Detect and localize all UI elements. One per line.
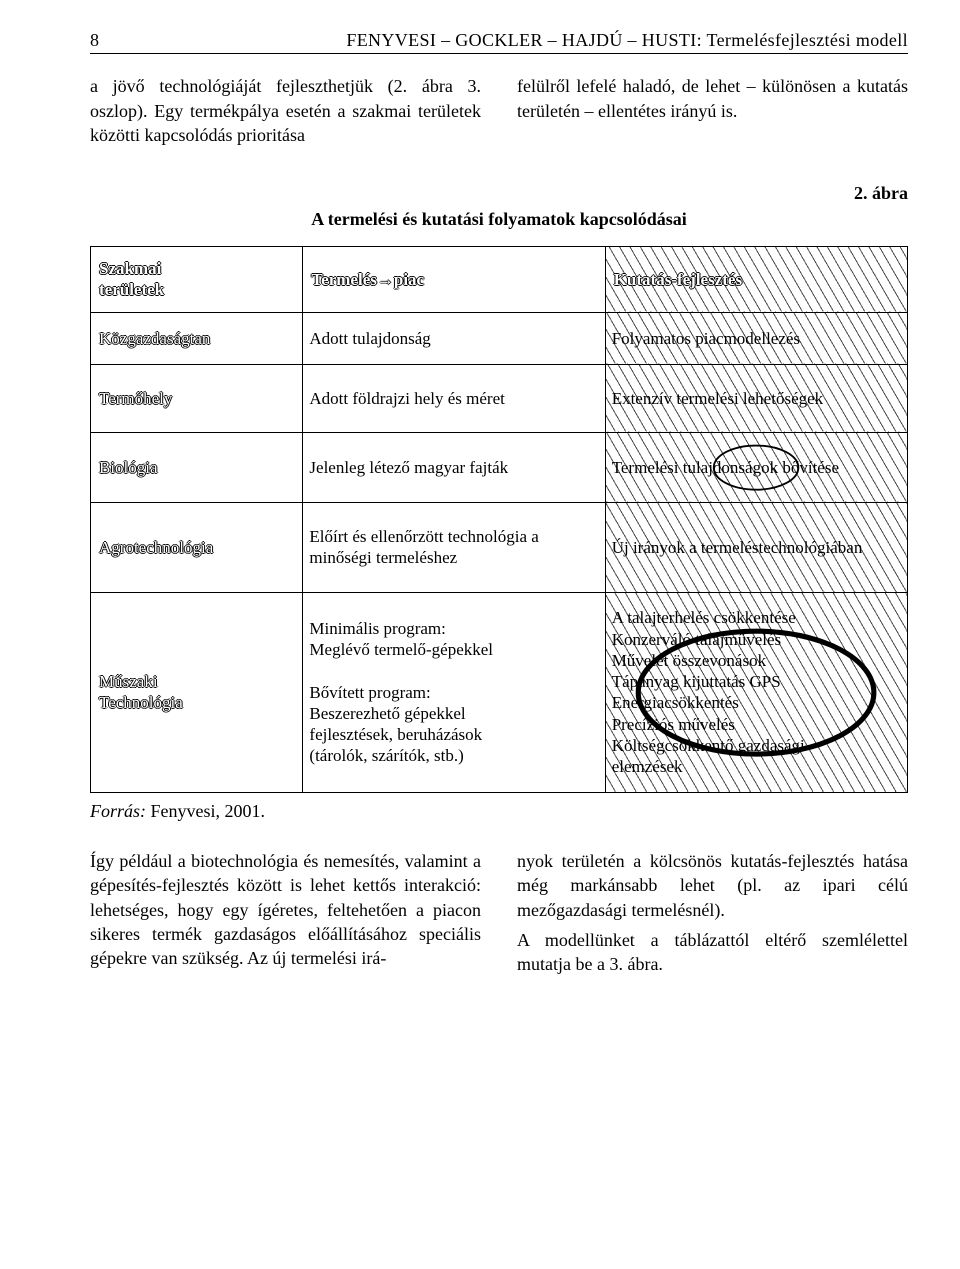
table-row: Szakmai területekTermelés→piacKutatás-fe… (91, 246, 908, 312)
bottom-right-paragraph: nyok területén a kölcsönös kutatás-fejle… (517, 849, 908, 982)
table-row: AgrotechnológiaElőírt és ellenőrzött tec… (91, 502, 908, 592)
research-cell: A talajterhelés csökkentése Konzerváló t… (605, 592, 907, 792)
table-row: KözgazdaságtanAdott tulajdonságFolyamato… (91, 312, 908, 364)
figure-caption: A termelési és kutatási folyamatok kapcs… (90, 207, 908, 231)
production-cell: Jelenleg létező magyar fajták (303, 432, 605, 502)
top-left-paragraph: a jövő technológiáját fejleszthetjük (2.… (90, 74, 481, 147)
bottom-text-columns: Így például a biotechnológia és nemesíté… (90, 849, 908, 982)
row-label-cell: Közgazdaságtan (91, 312, 303, 364)
page: 8 FENYVESI – GOCKLER – HAJDÚ – HUSTI: Te… (0, 0, 960, 1057)
research-cell: Folyamatos piacmodellezés (605, 312, 907, 364)
table-row: TermőhelyAdott földrajzi hely és méretEx… (91, 364, 908, 432)
figure-source-label: Forrás: (90, 801, 146, 821)
research-cell: Kutatás-fejlesztés (605, 246, 907, 312)
row-label-cell: Agrotechnológia (91, 502, 303, 592)
research-cell: Új irányok a termeléstechnológiában (605, 502, 907, 592)
row-label-cell: Szakmai területek (91, 246, 303, 312)
research-cell: Extenzív termelési lehetőségek (605, 364, 907, 432)
figure-label: 2. ábra (854, 181, 908, 205)
figure-source: Forrás: Fenyvesi, 2001. (90, 799, 908, 823)
bottom-left-paragraph: Így például a biotechnológia és nemesíté… (90, 849, 481, 982)
production-cell: Termelés→piac (303, 246, 605, 312)
table-row: Műszaki TechnológiaMinimális program: Me… (91, 592, 908, 792)
production-cell: Adott földrajzi hely és méret (303, 364, 605, 432)
row-label-cell: Termőhely (91, 364, 303, 432)
research-cell: Termelési tulajdonságok bővítése (605, 432, 907, 502)
matrix-table: Szakmai területekTermelés→piacKutatás-fe… (90, 246, 908, 793)
running-head-row: 8 FENYVESI – GOCKLER – HAJDÚ – HUSTI: Te… (90, 28, 908, 54)
figure-source-value: Fenyvesi, 2001. (151, 801, 266, 821)
row-label-cell: Műszaki Technológia (91, 592, 303, 792)
top-text-columns: a jövő technológiáját fejleszthetjük (2.… (90, 74, 908, 147)
production-cell: Előírt és ellenőrzött technológia a minő… (303, 502, 605, 592)
table-row: BiológiaJelenleg létező magyar fajtákTer… (91, 432, 908, 502)
running-head: FENYVESI – GOCKLER – HAJDÚ – HUSTI: Term… (346, 28, 908, 52)
figure-label-row: 2. ábra (90, 181, 908, 205)
production-cell: Minimális program: Meglévő termelő-gépek… (303, 592, 605, 792)
page-number: 8 (90, 28, 99, 52)
top-right-paragraph: felülről lefelé haladó, de lehet – külön… (517, 74, 908, 147)
production-cell: Adott tulajdonság (303, 312, 605, 364)
row-label-cell: Biológia (91, 432, 303, 502)
